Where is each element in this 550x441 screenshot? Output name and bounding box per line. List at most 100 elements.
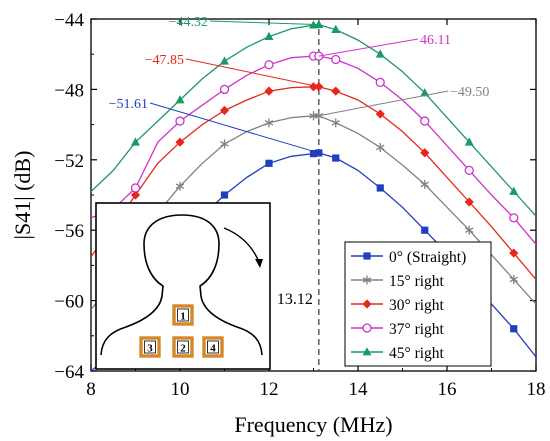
annotation-text: −51.61: [109, 97, 148, 112]
patch-number: 1: [180, 311, 186, 323]
x-tick-label: 14: [349, 379, 369, 400]
annotation-text: −44.32: [169, 15, 208, 30]
patch-label-box: [207, 340, 219, 354]
annotation-leader: [209, 20, 319, 26]
legend-label: 37° right: [389, 321, 445, 338]
body-outline: [100, 214, 263, 356]
data-point: [265, 159, 273, 167]
series-line: [91, 115, 536, 310]
data-point: [464, 137, 474, 146]
data-point: [331, 24, 341, 33]
data-point: [421, 226, 429, 234]
x-tick-label: 8: [86, 379, 96, 400]
peak-annotation: −44.32: [169, 15, 319, 30]
legend-label: 30° right: [389, 297, 445, 314]
data-point: [464, 197, 474, 207]
data-point: [420, 116, 430, 126]
data-point: [509, 248, 519, 258]
data-point: [264, 118, 274, 128]
data-point: [376, 184, 384, 192]
data-point: [175, 116, 185, 126]
y-tick-label: −48: [54, 80, 84, 101]
legend-label: 15° right: [389, 273, 445, 290]
series-1: [91, 111, 536, 310]
x-tick-label: 10: [171, 379, 190, 400]
x-tick-label: 16: [438, 379, 457, 400]
patch-frame: [202, 336, 224, 358]
y-axis-title: |S41| (dB): [10, 151, 35, 240]
y-tick-label: −44: [54, 10, 84, 31]
x-axis-title: Frequency (MHz): [234, 412, 392, 437]
asterisk-stroke: [465, 227, 474, 234]
legend-marker: [362, 323, 372, 333]
annotation-leader: [185, 58, 319, 88]
x-tick-label: 12: [260, 379, 279, 400]
legend-marker: [362, 275, 372, 285]
y-tick-label: −60: [54, 292, 84, 313]
series-2: [91, 82, 536, 280]
legend-marker: [362, 347, 372, 356]
data-point: [264, 86, 274, 96]
antenna-patch-4: 4: [202, 336, 224, 358]
data-point: [420, 88, 430, 97]
annotation-layer: −51.61 −49.50 −47.85 46.11 −44.32: [109, 15, 489, 154]
arrow-head-icon: [255, 259, 263, 268]
annotation-leader: [318, 38, 419, 57]
series-3: [91, 51, 536, 245]
data-point: [175, 181, 185, 191]
legend-item: 30° right: [351, 297, 445, 314]
patch-group: 1 2 3 4: [139, 304, 224, 358]
data-point: [219, 105, 230, 116]
asterisk-stroke: [331, 120, 340, 126]
data-point: [331, 118, 340, 128]
data-point: [130, 183, 141, 193]
data-point: [130, 190, 141, 200]
data-point: [264, 31, 274, 40]
asterisk-stroke: [509, 276, 518, 283]
annotation-text: −47.85: [145, 53, 184, 68]
data-point: [375, 77, 385, 88]
data-point: [220, 56, 229, 65]
x-tick-label: 18: [527, 379, 546, 400]
data-point: [464, 165, 474, 176]
legend-marker: [363, 252, 371, 260]
patch-label-box: [177, 340, 189, 354]
data-point: [510, 325, 518, 333]
data-point: [219, 84, 230, 95]
asterisk-stroke: [376, 144, 385, 151]
patch-frame: [139, 336, 161, 358]
data-point: [175, 137, 185, 147]
data-point: [220, 191, 229, 199]
annotation-leader: [149, 102, 319, 154]
legend-item: 45° right: [351, 345, 445, 362]
antenna-patch-1: 1: [172, 304, 194, 326]
data-point: [509, 186, 519, 195]
patch-label-box: [144, 340, 156, 354]
patch-number: 2: [180, 343, 186, 355]
data-point: [375, 109, 385, 119]
data-point: [331, 86, 341, 96]
legend-item: 15° right: [351, 273, 445, 290]
antenna-patch-2: 2: [172, 336, 194, 358]
legend-marker: [362, 299, 372, 309]
asterisk-stroke: [362, 277, 372, 283]
data-point: [376, 142, 385, 152]
data-point: [509, 213, 519, 223]
data-point: [175, 95, 185, 104]
data-point: [465, 225, 474, 235]
asterisk-stroke: [220, 141, 229, 147]
data-point: [131, 137, 140, 146]
y-tick-label: −64: [54, 362, 84, 383]
asterisk-stroke: [420, 181, 429, 188]
antenna-patch-3: 3: [139, 336, 161, 358]
peak-frequency-label: 13.12: [277, 291, 313, 308]
patch-frame: [172, 304, 194, 326]
data-point: [332, 154, 340, 162]
asterisk-stroke: [264, 120, 274, 126]
annotation-text: 46.11: [420, 33, 451, 48]
patch-number: 3: [147, 343, 153, 355]
body-inset: 1 2 3 4: [95, 202, 271, 370]
annotation-leader: [318, 90, 449, 117]
